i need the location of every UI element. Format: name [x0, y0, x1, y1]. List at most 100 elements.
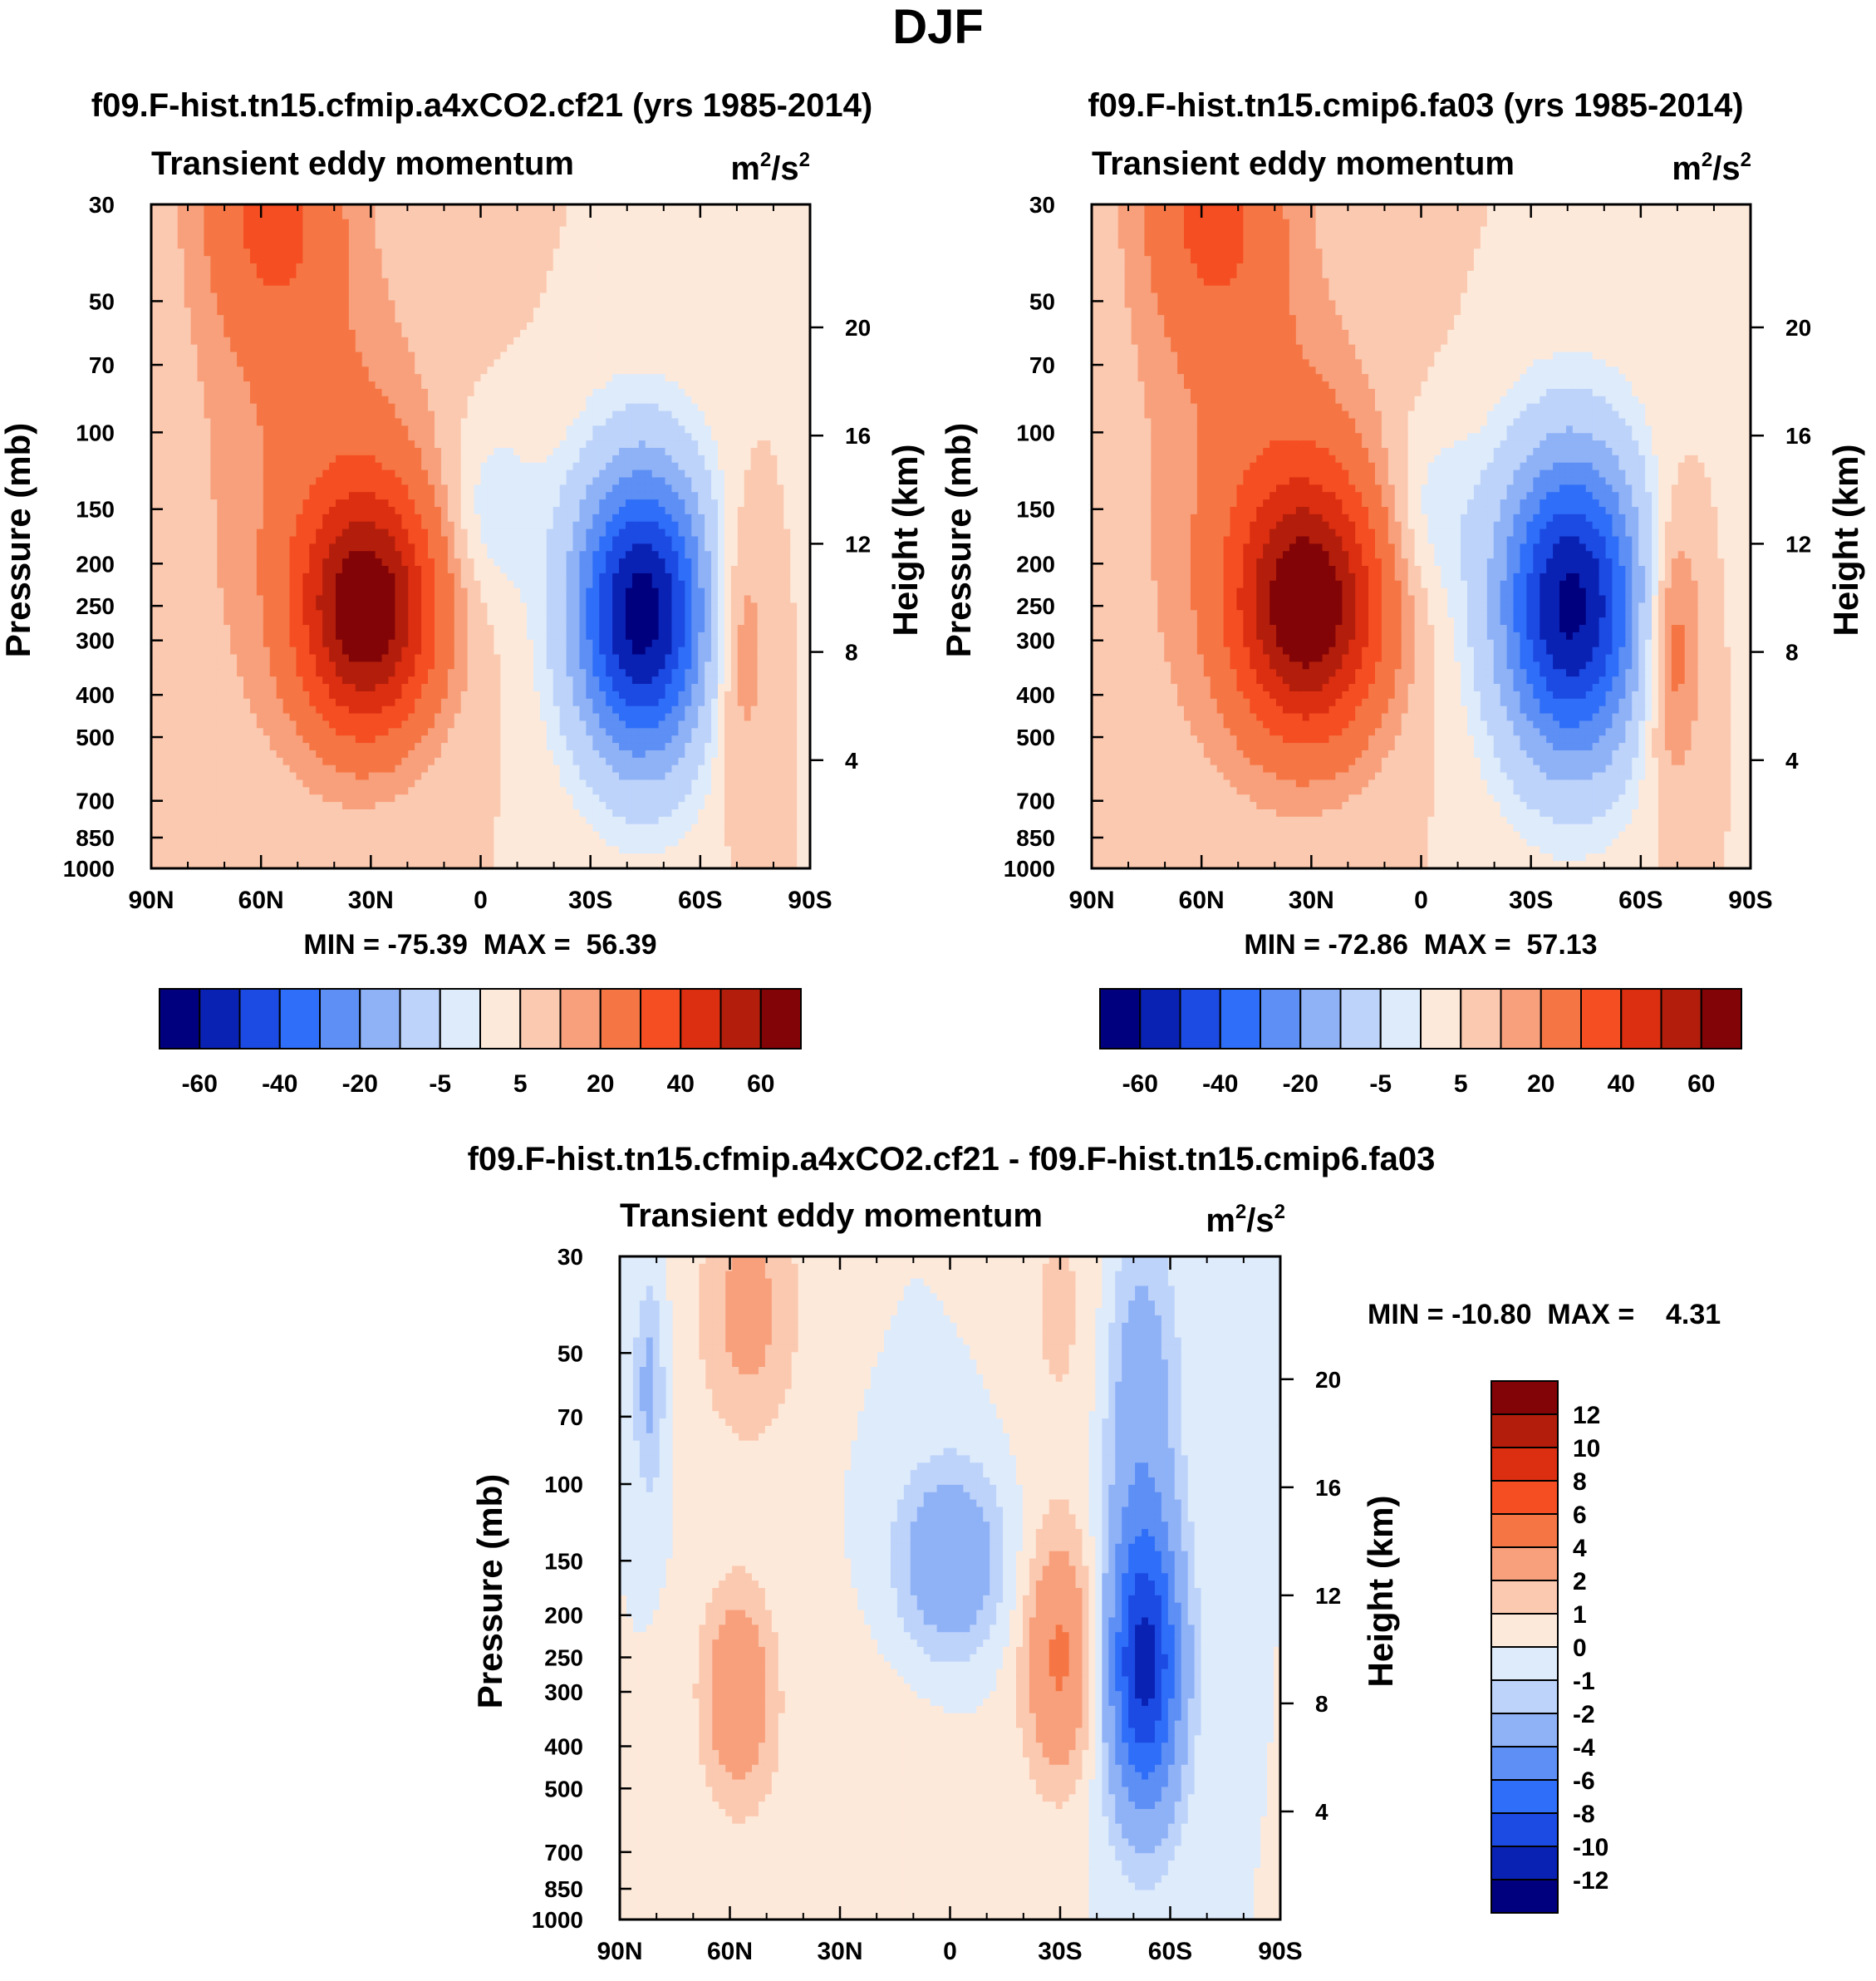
- contour-cell: [619, 212, 626, 219]
- contour-cell: [441, 278, 449, 286]
- contour-cell: [770, 212, 778, 219]
- contour-cell: [204, 219, 211, 227]
- contour-cell: [560, 293, 567, 301]
- contour-cell: [336, 286, 343, 293]
- contour-cell: [329, 307, 336, 315]
- contour-cell: [356, 212, 363, 219]
- contour-cell: [592, 263, 600, 271]
- contour-cell: [257, 271, 264, 278]
- contour-cell: [639, 293, 646, 301]
- contour-cell: [639, 219, 646, 227]
- contour-cell: [652, 227, 660, 234]
- contour-cell: [705, 300, 712, 307]
- contour-cell: [487, 286, 494, 293]
- contour-cell: [369, 263, 376, 271]
- contour-cell: [718, 212, 725, 219]
- contour-cell: [257, 248, 264, 256]
- contour-cell: [395, 293, 402, 301]
- contour-cell: [481, 307, 489, 315]
- contour-cell: [210, 307, 218, 315]
- contour-cell: [296, 219, 303, 227]
- contour-cell: [718, 307, 725, 315]
- contour-cell: [606, 286, 613, 293]
- contour-cell: [606, 212, 613, 219]
- contour-cell: [797, 307, 804, 315]
- contour-cell: [217, 248, 224, 256]
- contour-cell: [494, 212, 501, 219]
- contour-cell: [277, 307, 284, 315]
- contour-cell: [421, 278, 429, 286]
- contour-cell: [184, 241, 192, 248]
- contour-cell: [428, 300, 435, 307]
- contour-cell: [639, 234, 646, 242]
- contour-cell: [263, 227, 271, 234]
- contour-cell: [533, 227, 541, 234]
- contour-cell: [283, 219, 291, 227]
- contour-cell: [659, 227, 666, 234]
- contour-cell: [744, 241, 752, 248]
- contour-cell: [632, 248, 640, 256]
- contour-cell: [302, 248, 310, 256]
- contour-cell: [223, 315, 231, 322]
- contour-cell: [237, 234, 244, 242]
- contour-cell: [487, 212, 494, 219]
- contour-cell: [573, 241, 581, 248]
- contour-cell: [296, 286, 303, 293]
- contour-cell: [349, 234, 356, 242]
- contour-cell: [724, 300, 732, 307]
- contour-cell: [520, 293, 528, 301]
- contour-cell: [474, 278, 482, 286]
- contour-cell: [665, 227, 673, 234]
- contour-cell: [395, 256, 402, 263]
- contour-cell: [698, 263, 705, 271]
- contour-cell: [612, 278, 620, 286]
- contour-cell: [158, 278, 165, 286]
- contour-cell: [586, 248, 593, 256]
- contour-cell: [626, 271, 633, 278]
- contour-cell: [612, 300, 620, 307]
- contour-cell: [309, 300, 317, 307]
- contour-cell: [547, 234, 554, 242]
- contour-cell: [619, 307, 626, 315]
- contour-cell: [237, 256, 244, 263]
- contour-cell: [349, 293, 356, 301]
- contour-cell: [283, 271, 291, 278]
- contour-cell: [718, 234, 725, 242]
- contour-cell: [540, 248, 548, 256]
- contour-cell: [797, 300, 804, 307]
- contour-cell: [191, 307, 199, 315]
- contour-cell: [685, 248, 692, 256]
- contour-cell: [191, 212, 199, 219]
- contour-cell: [356, 300, 363, 307]
- contour-cell: [751, 219, 759, 227]
- contour-cell: [382, 263, 390, 271]
- contour-cell: [718, 278, 725, 286]
- contour-cell: [302, 300, 310, 307]
- contour-cell: [257, 278, 264, 286]
- contour-cell: [237, 271, 244, 278]
- contour-cell: [500, 256, 508, 263]
- contour-cell: [724, 219, 732, 227]
- contour-cell: [316, 263, 323, 271]
- contour-cell: [758, 241, 765, 248]
- contour-cell: [652, 241, 660, 248]
- contour-cell: [507, 219, 514, 227]
- contour-cell: [401, 271, 409, 278]
- contour-cell: [646, 293, 653, 301]
- contour-cell: [513, 219, 521, 227]
- contour-cell: [724, 307, 732, 315]
- contour-cell: [678, 256, 685, 263]
- contour-cell: [198, 286, 205, 293]
- contour-cell: [560, 227, 567, 234]
- contour-cell: [204, 271, 211, 278]
- contour-cell: [322, 263, 330, 271]
- contour-cell: [770, 307, 778, 315]
- contour-cell: [388, 263, 395, 271]
- contour-cell: [184, 271, 192, 278]
- contour-cell: [711, 219, 719, 227]
- contour-cell: [309, 263, 317, 271]
- contour-cell: [770, 286, 778, 293]
- contour-cell: [474, 219, 482, 227]
- contour-cell: [671, 219, 679, 227]
- contour-cell: [204, 263, 211, 271]
